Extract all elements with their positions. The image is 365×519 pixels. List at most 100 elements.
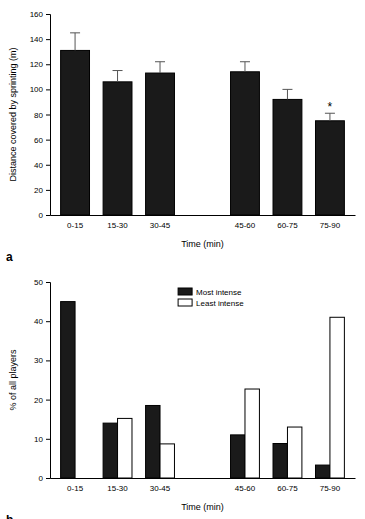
x-tick: 45-60 [235,215,256,230]
y-tick-mark [46,89,50,90]
annotation: * [328,100,333,114]
y-tick: 20 [34,396,50,405]
error-stem [117,71,118,82]
y-tick-label: 30 [34,356,43,365]
y-axis-line [46,15,51,216]
x-axis-line [51,478,356,479]
y-tick-mark [46,165,50,166]
chart: 0 10 20 30 40 50 0-15 15-30 30-45 45-60 60-75 75-90… [6,278,356,519]
y-tick-mark [46,321,50,322]
bar [61,302,75,478]
x-tick: 45-60 [235,478,256,493]
error-bar [325,113,335,121]
y-tick: 40 [34,161,50,170]
y-tick: 80 [34,111,50,120]
legend-label: Least intense [196,299,244,308]
bar [103,82,132,215]
legend: Most intense Least intense [178,288,244,308]
x-tick: 60-75 [277,478,298,493]
error-cap [113,70,123,71]
bar [118,418,132,478]
y-tick: 140 [30,35,50,44]
x-tick-label: 60-75 [277,221,298,230]
y-tick-mark [46,190,50,191]
bar [287,427,301,478]
x-tick: 30-45 [150,478,171,493]
x-tick-label: 75-90 [320,484,341,493]
bar [315,121,344,215]
x-tick-label: 30-45 [150,221,171,230]
y-tick-label: 20 [34,396,43,405]
x-tick-label: 75-90 [320,221,341,230]
plot-area [61,33,345,215]
x-axis: 0-15 15-30 30-45 45-60 60-75 75-90 [51,215,356,230]
figure: 0 20 40 60 80 100 120 140 160 0-15 15-30 30-45 45-60… [0,0,365,519]
error-stem [287,89,288,99]
bar [75,478,89,479]
bar [315,465,329,478]
error-stem [160,62,161,73]
y-tick-mark [46,215,50,216]
y-tick-label: 40 [34,317,43,326]
y-tick: 0 [39,474,50,483]
y-axis-title: Distance covered by sprinting (m) [8,47,18,181]
plot-area [61,302,345,478]
x-tick-label: 15-30 [107,221,128,230]
y-tick: 20 [34,186,50,195]
y-axis: 020406080100120140160 [30,10,51,220]
bar [160,444,174,478]
y-tick-mark [46,14,50,15]
y-tick: 60 [34,136,50,145]
bar [245,389,259,478]
y-tick: 50 [34,278,50,287]
x-axis-title: Time (min) [181,502,224,512]
y-tick-mark [46,140,50,141]
x-tick: 75-90 [320,478,341,493]
y-tick-label: 20 [34,186,43,195]
bar [273,444,287,478]
y-tick-mark [46,360,50,361]
error-bar [240,62,250,72]
x-axis-line [51,215,356,216]
bar [146,405,160,478]
bar-series [61,33,345,215]
bar [103,423,117,478]
x-axis-title: Time (min) [181,239,224,249]
y-tick-label: 120 [30,60,44,69]
x-tick: 15-30 [107,478,128,493]
x-tick: 15-30 [107,215,128,230]
y-tick-mark [46,39,50,40]
y-tick-mark [46,439,50,440]
legend-swatch [178,299,192,306]
bar-series [61,302,330,478]
x-tick-label: 0-15 [67,221,84,230]
x-tick-label: 0-15 [67,484,84,493]
x-tick-label: 30-45 [150,484,171,493]
bar [231,435,245,478]
y-tick-label: 160 [30,10,44,19]
x-tick: 30-45 [150,215,171,230]
error-cap [240,61,250,62]
y-tick-label: 140 [30,35,44,44]
error-bar [70,33,80,51]
error-stem [75,33,76,51]
y-tick-label: 80 [34,111,43,120]
x-tick: 0-15 [67,215,84,230]
error-bar [282,89,292,99]
y-tick: 100 [30,85,50,94]
legend-item: Most intense [178,288,242,297]
x-tick-label: 45-60 [235,221,256,230]
y-tick-label: 50 [34,278,43,287]
chart: 0204060801001201401600-1515-3030-4545-60… [6,10,356,264]
error-cap [282,89,292,90]
y-tick: 10 [34,435,50,444]
bar [61,50,90,215]
bar [273,99,302,215]
y-axis-title: % of all players [8,349,18,411]
legend-label: Most intense [196,288,242,297]
y-tick-mark [46,115,50,116]
x-tick: 60-75 [277,215,298,230]
y-tick-mark [46,400,50,401]
panel-label: b [6,513,13,519]
legend-swatch [178,288,192,295]
